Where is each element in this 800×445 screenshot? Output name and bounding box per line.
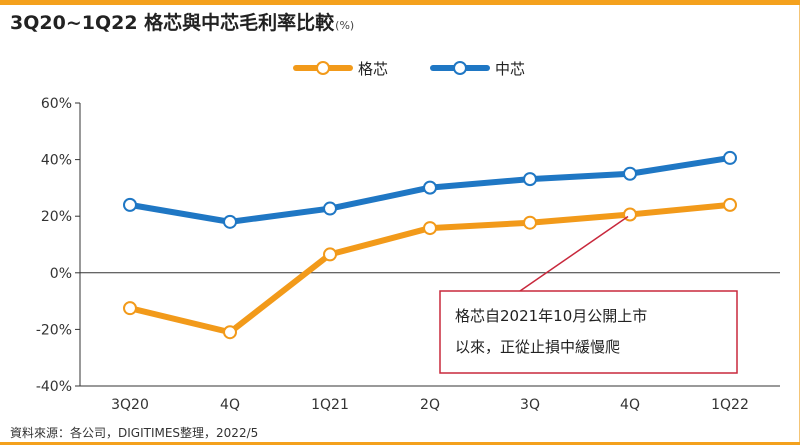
y-tick-label: 40% <box>41 153 72 169</box>
x-tick-label: 3Q <box>520 397 540 413</box>
data-point-gf <box>323 247 337 262</box>
data-point-smic <box>123 197 137 212</box>
x-tick-label: 4Q <box>620 397 640 413</box>
annotation-box <box>439 290 738 374</box>
x-tick-label: 2Q <box>420 397 440 413</box>
data-point-gf <box>523 215 537 230</box>
data-point-smic <box>423 180 437 195</box>
x-tick-label: 1Q22 <box>711 397 749 413</box>
legend-label: 格芯 <box>358 60 388 78</box>
legend: 格芯 中芯 <box>293 60 525 78</box>
data-point-gf <box>123 301 137 316</box>
annotation: 格芯自2021年10月公開上市 以來，正從止損中緩慢爬 <box>439 215 738 374</box>
annotation-line-2: 以來，正從止損中緩慢爬 <box>455 338 620 356</box>
data-point-gf <box>723 197 737 212</box>
y-tick-label: 20% <box>41 209 72 225</box>
y-tick-label: 0% <box>50 266 72 282</box>
source-note: 資料來源：各公司，DIGITIMES整理，2022/5 <box>10 426 259 440</box>
series-points <box>123 150 737 340</box>
legend-marker <box>453 61 467 75</box>
x-tick-label: 3Q20 <box>111 397 149 413</box>
x-tick-label: 1Q21 <box>311 397 349 413</box>
annotation-pointer <box>519 215 629 292</box>
chart-title: 3Q20~1Q22 格芯與中芯毛利率比較 <box>10 12 335 34</box>
y-tick-label: -40% <box>36 379 72 395</box>
legend-marker <box>316 61 330 75</box>
x-tick-label: 4Q <box>220 397 240 413</box>
unit-label: (%) <box>335 19 355 32</box>
axes: -40% -20% 0% 20% 40% 60% 3Q20 4Q 1Q21 2Q 3Q 4Q 1Q22 <box>36 96 780 413</box>
y-tick-label: -20% <box>36 322 72 338</box>
data-point-gf <box>223 325 237 340</box>
bottom-accent-bar <box>0 442 800 445</box>
title-block: 3Q20~1Q22 格芯與中芯毛利率比較(%) <box>10 8 354 35</box>
data-point-smic <box>223 214 237 229</box>
data-point-smic <box>323 201 337 216</box>
data-point-smic <box>723 150 737 165</box>
annotation-line-1: 格芯自2021年10月公開上市 <box>455 307 647 325</box>
data-point-smic <box>623 166 637 181</box>
data-point-gf <box>423 221 437 236</box>
data-point-smic <box>523 172 537 187</box>
legend-label: 中芯 <box>495 60 525 78</box>
y-tick-label: 60% <box>41 96 72 112</box>
top-accent-bar <box>0 0 800 5</box>
